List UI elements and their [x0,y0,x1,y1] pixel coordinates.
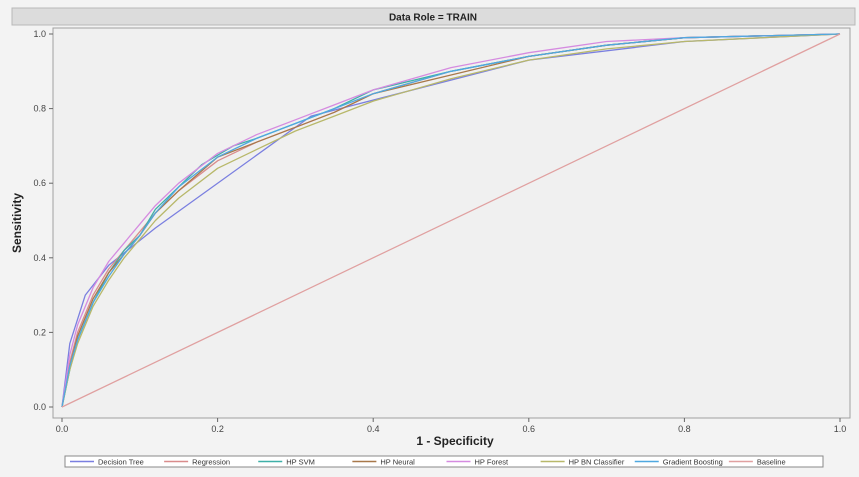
axes: 0.0 0.2 0.4 0.6 0.8 1.0 0.0 0.2 0.4 0.6 0.8 1.0 [33,29,846,434]
legend-label: HP BN Classifier [569,458,625,467]
legend-label: HP SVM [286,458,315,467]
x-tick-label: 1.0 [834,424,847,434]
x-tick-label: 0.0 [56,424,69,434]
legend: Decision Tree Regression HP SVM HP Neural HP… [70,458,786,467]
x-tick-label: 0.2 [211,424,224,434]
series-line-hp-bn-classifier [61,33,841,408]
legend-label: Regression [192,458,230,467]
series-line-hp-forest [61,33,841,408]
series-line-gradient-boosting [61,33,841,408]
y-tick-label: 0.8 [33,104,46,114]
series-lines [61,33,841,408]
legend-label: Decision Tree [98,458,144,467]
legend-label: Baseline [757,458,786,467]
series-line-decision-tree [61,33,841,408]
x-tick-label: 0.6 [523,424,536,434]
x-tick-label: 0.4 [367,424,380,434]
chart-title: Data Role = TRAIN [389,13,477,24]
y-tick-label: 0.0 [33,402,46,412]
y-tick-label: 1.0 [33,29,46,39]
y-tick-label: 0.6 [33,178,46,188]
y-axis-label: Sensitivity [10,193,24,253]
legend-label: Gradient Boosting [663,458,723,467]
y-tick-label: 0.2 [33,327,46,337]
x-axis-label: 1 - Specificity [416,434,494,448]
legend-label: HP Forest [475,458,510,467]
series-line-baseline [61,33,841,408]
legend-label: HP Neural [380,458,415,467]
x-tick-label: 0.8 [678,424,691,434]
legend-box [64,455,824,468]
title-bar [11,7,856,26]
y-tick-label: 0.4 [33,253,46,263]
